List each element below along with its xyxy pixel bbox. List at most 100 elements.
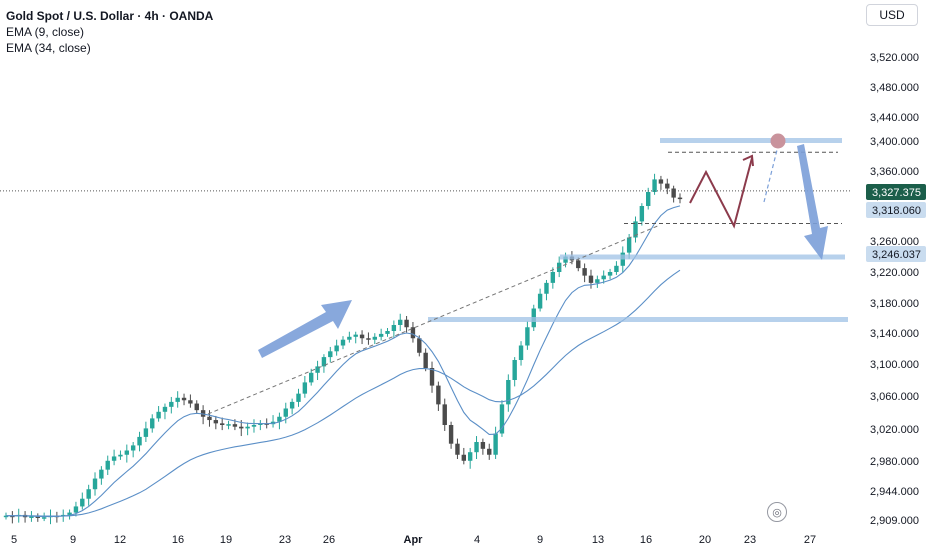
candle: [588, 269, 594, 289]
price-tag: 3,246.037: [866, 246, 926, 262]
price-tick-label: 3,440.000: [870, 112, 919, 124]
time-tick-label: 4: [474, 534, 480, 546]
candle: [86, 484, 91, 506]
time-tick-label: 16: [640, 534, 652, 546]
price-tick-label: 3,260.000: [870, 236, 919, 248]
price-tick-label: 2,944.000: [870, 486, 919, 498]
price-tick-label: 3,480.000: [870, 82, 919, 94]
price-tick-label: 3,520.000: [870, 52, 919, 64]
candle: [99, 466, 104, 485]
candle: [143, 421, 149, 442]
ema34-legend[interactable]: EMA (34, close): [6, 41, 91, 55]
time-tick-label: 27: [804, 534, 816, 546]
candle: [639, 203, 645, 226]
ema34-line: [6, 269, 681, 517]
candle: [423, 348, 428, 372]
candle: [372, 333, 377, 345]
candle: [251, 419, 257, 433]
symbol-title[interactable]: Gold Spot / U.S. Dollar · 4h · OANDA: [6, 9, 214, 23]
candle: [315, 360, 320, 380]
projection-arrowhead: [742, 154, 754, 167]
candle: [614, 261, 619, 275]
price-tick-label: 3,020.000: [870, 424, 919, 436]
candle: [35, 513, 40, 522]
candle: [671, 185, 676, 203]
candle: [582, 263, 587, 283]
price-tick-label: 3,060.000: [870, 391, 919, 403]
candle: [544, 279, 549, 301]
candle: [525, 321, 530, 350]
candle: [677, 193, 683, 204]
candle: [601, 270, 606, 284]
ema9-line: [5, 205, 681, 518]
time-tick-label: 13: [592, 534, 604, 546]
candle: [54, 511, 60, 523]
candle: [169, 396, 174, 414]
time-axis[interactable]: 5 9 12 16 19 23 26 Apr 4 9 13 16 20 23 27: [11, 534, 816, 546]
price-tag: 3,327.375: [866, 184, 926, 200]
breakout-zone: [428, 317, 848, 322]
price-tick-label: 3,400.000: [870, 136, 919, 148]
downtrend-arrow-icon: [797, 144, 828, 260]
candle: [353, 331, 358, 344]
candle: [302, 376, 308, 398]
candle: [658, 175, 664, 190]
candle: [22, 511, 28, 523]
candle: [124, 444, 130, 463]
candle: [436, 381, 441, 411]
candle: [366, 332, 371, 345]
time-tick-label: 9: [537, 534, 543, 546]
time-tick-label: 12: [114, 534, 126, 546]
candle: [219, 417, 225, 431]
price-tag: 3,318.060: [866, 202, 926, 218]
candle: [328, 346, 333, 363]
candle: [461, 447, 467, 465]
chart-legend: Gold Spot / U.S. Dollar · 4h · OANDA EMA…: [6, 8, 213, 56]
candle: [417, 335, 422, 357]
uptrend-arrow-icon: [258, 300, 352, 358]
candle: [398, 313, 403, 331]
candle: [493, 426, 498, 459]
price-axis[interactable]: 3,520.000 3,480.000 3,440.000 3,400.000 3,36…: [870, 52, 919, 527]
time-tick-label: 9: [70, 534, 76, 546]
candle: [665, 178, 670, 195]
price-tag-label: 3,246.037: [872, 249, 921, 261]
candle: [404, 316, 409, 333]
candle: [385, 328, 390, 337]
candle: [512, 357, 517, 387]
time-tick-label: 20: [699, 534, 711, 546]
candle: [283, 402, 288, 424]
candle: [118, 450, 123, 460]
candle: [595, 275, 600, 288]
candle: [181, 393, 187, 406]
time-tick-label: 5: [11, 534, 17, 546]
candle: [537, 288, 543, 312]
candle: [550, 267, 556, 289]
time-tick-label: 16: [172, 534, 184, 546]
candle: [620, 246, 625, 273]
candle: [378, 328, 384, 341]
price-tag-label: 3,318.060: [872, 205, 921, 217]
candle: [150, 414, 155, 433]
candle: [347, 331, 352, 343]
candle: [410, 322, 416, 343]
candle: [258, 420, 263, 431]
currency-button[interactable]: USD: [866, 4, 918, 26]
candle: [652, 173, 657, 195]
ema9-legend[interactable]: EMA (9, close): [6, 25, 85, 39]
candle: [296, 388, 301, 407]
candle: [130, 442, 136, 458]
projection-path: [689, 157, 753, 229]
candle: [334, 339, 339, 356]
candle: [213, 415, 219, 430]
tradingview-logo-icon[interactable]: ◎: [767, 502, 787, 522]
candle: [289, 398, 295, 415]
price-tick-label: 3,140.000: [870, 328, 919, 340]
projection-dashed: [763, 145, 779, 203]
candle: [67, 509, 72, 520]
drawings-layer: [0, 133, 852, 415]
time-tick-label: 23: [744, 534, 756, 546]
ema-lines: [5, 205, 681, 518]
price-tick-label: 3,100.000: [870, 359, 919, 371]
